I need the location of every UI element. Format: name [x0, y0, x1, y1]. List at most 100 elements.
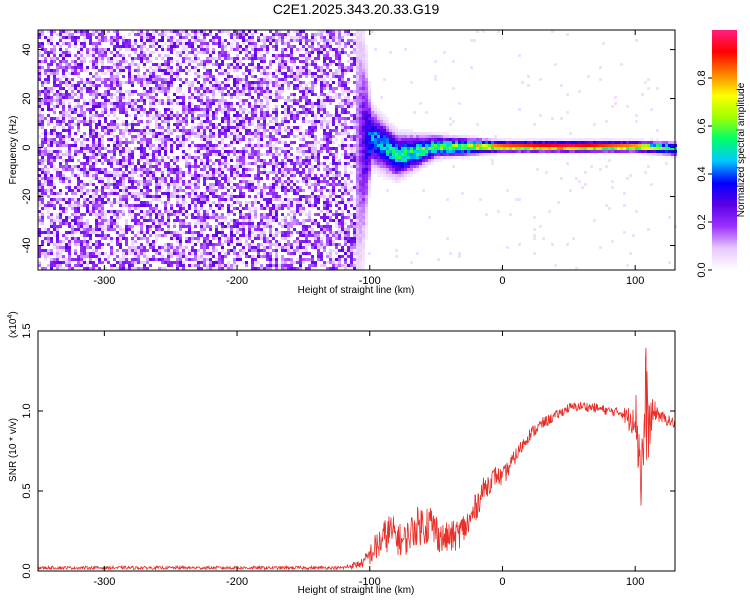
heatmap-cell [122, 105, 125, 108]
heatmap-cell [128, 162, 131, 165]
heatmap-cell [131, 93, 134, 96]
heatmap-cell [311, 258, 314, 261]
heatmap-cell [173, 174, 176, 177]
heatmap-cell [266, 240, 269, 243]
heatmap-cell [128, 225, 131, 228]
heatmap-cell [185, 78, 188, 81]
heatmap-cell [116, 249, 119, 252]
heatmap-cell [311, 81, 314, 84]
heatmap-cell [125, 120, 128, 123]
heatmap-cell [311, 42, 314, 45]
heatmap-cell [221, 117, 224, 120]
heatmap-cell [185, 216, 188, 219]
heatmap-cell [179, 237, 182, 240]
heatmap-cell [95, 234, 98, 237]
heatmap-cell [77, 51, 80, 54]
heatmap-cell [86, 183, 89, 186]
heatmap-cell [188, 90, 191, 93]
heatmap-cell [251, 36, 254, 39]
heatmap-cell [281, 162, 284, 165]
heatmap-cell [272, 144, 275, 147]
heatmap-cell [104, 159, 107, 162]
heatmap-cell [275, 96, 278, 99]
heatmap-cell [116, 123, 119, 126]
heatmap-cell [224, 168, 227, 171]
heatmap-cell [230, 171, 233, 174]
heatmap-cell [137, 207, 140, 210]
heatmap-cell [194, 186, 197, 189]
heatmap-cell [284, 60, 287, 63]
heatmap-cell [311, 204, 314, 207]
heatmap-cell [290, 111, 293, 114]
heatmap-cell [239, 165, 242, 168]
heatmap-cell [113, 102, 116, 105]
heatmap-cell [56, 141, 59, 144]
heatmap-cell [65, 42, 68, 45]
heatmap-cell [53, 141, 56, 144]
heatmap-cell [278, 39, 281, 42]
heatmap-cell [122, 108, 125, 111]
heatmap-cell [86, 174, 89, 177]
heatmap-cell [302, 168, 305, 171]
heatmap-cell [269, 213, 272, 216]
heatmap-cell [56, 156, 59, 159]
heatmap-cell [248, 228, 251, 231]
heatmap-cell [185, 162, 188, 165]
heatmap-cell [140, 108, 143, 111]
heatmap-cell [224, 51, 227, 54]
heatmap-cell [302, 228, 305, 231]
heatmap-cell [242, 48, 245, 51]
heatmap-cell [158, 180, 161, 183]
heatmap-cell [203, 180, 206, 183]
heatmap-cell [317, 57, 320, 60]
heatmap-cell [212, 36, 215, 39]
heatmap-cell [179, 141, 182, 144]
heatmap-cell [218, 261, 221, 264]
heatmap-cell [146, 174, 149, 177]
heatmap-cell [68, 165, 71, 168]
heatmap-cell [308, 99, 311, 102]
heatmap-cell [257, 186, 260, 189]
heatmap-cell [203, 81, 206, 84]
heatmap-cell [68, 204, 71, 207]
heatmap-cell [218, 57, 221, 60]
heatmap-cell [155, 180, 158, 183]
heatmap-cell [155, 66, 158, 69]
heatmap-cell [146, 192, 149, 195]
heatmap-cell [311, 222, 314, 225]
heatmap-cell [74, 201, 77, 204]
heatmap-cell [47, 120, 50, 123]
heatmap-cell [89, 81, 92, 84]
heatmap-cell [251, 105, 254, 108]
heatmap-cell [158, 90, 161, 93]
heatmap-cell [125, 222, 128, 225]
heatmap-cell [98, 150, 101, 153]
heatmap-cell [287, 108, 290, 111]
heatmap-cell [155, 99, 158, 102]
heatmap-cell [251, 219, 254, 222]
heatmap-cell [62, 222, 65, 225]
heatmap-cell [269, 258, 272, 261]
heatmap-cell [53, 246, 56, 249]
heatmap-cell [167, 123, 170, 126]
heatmap-cell [275, 198, 278, 201]
heatmap-cell [275, 90, 278, 93]
heatmap-cell [47, 237, 50, 240]
heatmap-cell [203, 240, 206, 243]
heatmap-cell [125, 267, 128, 270]
heatmap-cell [218, 153, 221, 156]
heatmap-cell [251, 189, 254, 192]
heatmap-cell [173, 237, 176, 240]
heatmap-cell [56, 102, 59, 105]
heatmap-cell [53, 159, 56, 162]
heatmap-cell [200, 87, 203, 90]
heatmap-cell [77, 237, 80, 240]
heatmap-cell [83, 186, 86, 189]
heatmap-cell [137, 255, 140, 258]
heatmap-cell [119, 66, 122, 69]
heatmap-cell [167, 264, 170, 267]
heatmap-cell [209, 57, 212, 60]
heatmap-cell [119, 93, 122, 96]
heatmap-cell [110, 123, 113, 126]
heatmap-cell [71, 66, 74, 69]
